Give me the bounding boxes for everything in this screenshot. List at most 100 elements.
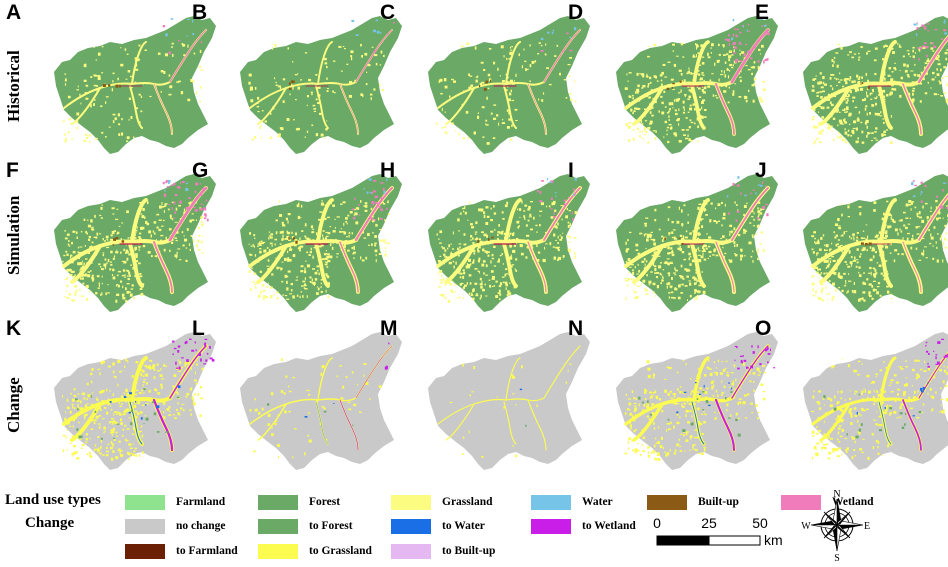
land-patch xyxy=(654,458,657,461)
land-patch xyxy=(480,297,482,299)
land-patch xyxy=(123,249,125,252)
land-patch xyxy=(631,264,634,265)
land-patch xyxy=(626,248,629,250)
land-patch xyxy=(72,300,75,302)
land-patch xyxy=(176,368,179,369)
land-patch xyxy=(834,78,836,79)
land-patch xyxy=(736,59,739,61)
land-patch xyxy=(157,364,159,366)
land-patch xyxy=(140,411,143,413)
land-patch xyxy=(812,431,814,434)
land-patch xyxy=(122,275,124,276)
land-patch xyxy=(71,299,73,301)
land-patch xyxy=(301,205,302,208)
land-patch xyxy=(185,188,187,191)
land-patch xyxy=(653,392,655,394)
land-patch xyxy=(639,135,641,138)
land-patch xyxy=(888,127,890,129)
land-patch xyxy=(68,244,70,246)
panel-letter: E xyxy=(755,2,769,23)
land-patch xyxy=(636,274,639,275)
land-patch xyxy=(696,63,698,66)
land-patch xyxy=(704,448,706,451)
land-patch xyxy=(872,433,874,435)
land-patch xyxy=(709,256,711,258)
land-patch xyxy=(174,218,176,219)
land-patch xyxy=(893,67,896,69)
land-patch xyxy=(682,429,685,432)
land-patch xyxy=(133,451,136,452)
land-patch xyxy=(489,48,492,50)
land-patch xyxy=(87,398,88,400)
land-patch xyxy=(82,266,84,268)
land-patch xyxy=(696,104,699,107)
land-patch xyxy=(827,299,828,300)
land-patch xyxy=(179,259,182,260)
land-patch xyxy=(326,77,327,80)
land-patch xyxy=(639,233,642,234)
land-patch xyxy=(846,101,848,103)
land-patch xyxy=(685,285,688,287)
land-patch xyxy=(463,286,465,289)
land-patch xyxy=(289,82,291,85)
land-patch xyxy=(281,390,283,393)
land-patch xyxy=(721,244,724,245)
land-patch xyxy=(103,427,106,430)
land-patch xyxy=(77,408,79,410)
land-patch xyxy=(861,393,863,396)
land-patch xyxy=(838,225,841,226)
land-patch xyxy=(813,251,815,253)
land-patch xyxy=(905,218,908,220)
land-patch xyxy=(111,458,113,461)
land-patch xyxy=(281,239,283,241)
land-patch xyxy=(634,408,637,411)
land-patch xyxy=(703,291,706,294)
land-patch xyxy=(140,111,142,113)
map-panel-j: J xyxy=(755,160,940,310)
land-patch xyxy=(943,242,945,245)
land-patch xyxy=(823,434,826,437)
land-patch xyxy=(667,286,668,289)
land-patch xyxy=(883,224,886,226)
land-patch xyxy=(891,294,893,295)
land-patch xyxy=(106,447,108,449)
land-patch xyxy=(680,434,683,435)
land-patch xyxy=(502,122,505,124)
land-patch xyxy=(869,243,872,246)
land-patch xyxy=(351,20,354,22)
land-patch xyxy=(699,234,701,236)
land-patch xyxy=(307,95,309,97)
land-patch xyxy=(627,278,630,281)
land-patch xyxy=(103,238,104,240)
land-patch xyxy=(926,72,928,74)
land-patch xyxy=(711,388,713,390)
land-patch xyxy=(940,95,943,97)
land-patch xyxy=(455,291,456,293)
land-patch xyxy=(93,75,96,77)
land-patch xyxy=(751,216,753,217)
land-patch xyxy=(493,104,496,105)
land-patch xyxy=(883,361,884,363)
north-arrow-compass: N S E W xyxy=(800,488,874,562)
land-patch xyxy=(257,111,259,112)
land-patch xyxy=(463,269,465,271)
land-patch xyxy=(828,258,831,259)
land-patch xyxy=(821,291,823,294)
land-patch xyxy=(168,414,171,416)
land-patch xyxy=(912,385,913,387)
land-patch xyxy=(888,212,890,213)
land-patch xyxy=(690,72,692,75)
land-patch xyxy=(321,286,322,288)
land-patch xyxy=(73,445,76,447)
land-patch xyxy=(143,388,145,390)
land-patch xyxy=(470,240,472,241)
land-patch xyxy=(644,252,646,254)
land-patch xyxy=(89,135,92,137)
land-patch xyxy=(689,232,692,234)
land-patch xyxy=(632,272,634,275)
land-patch xyxy=(261,241,263,243)
land-patch xyxy=(873,209,876,212)
land-patch xyxy=(866,95,868,98)
land-patch xyxy=(562,219,563,221)
land-patch xyxy=(739,398,742,400)
